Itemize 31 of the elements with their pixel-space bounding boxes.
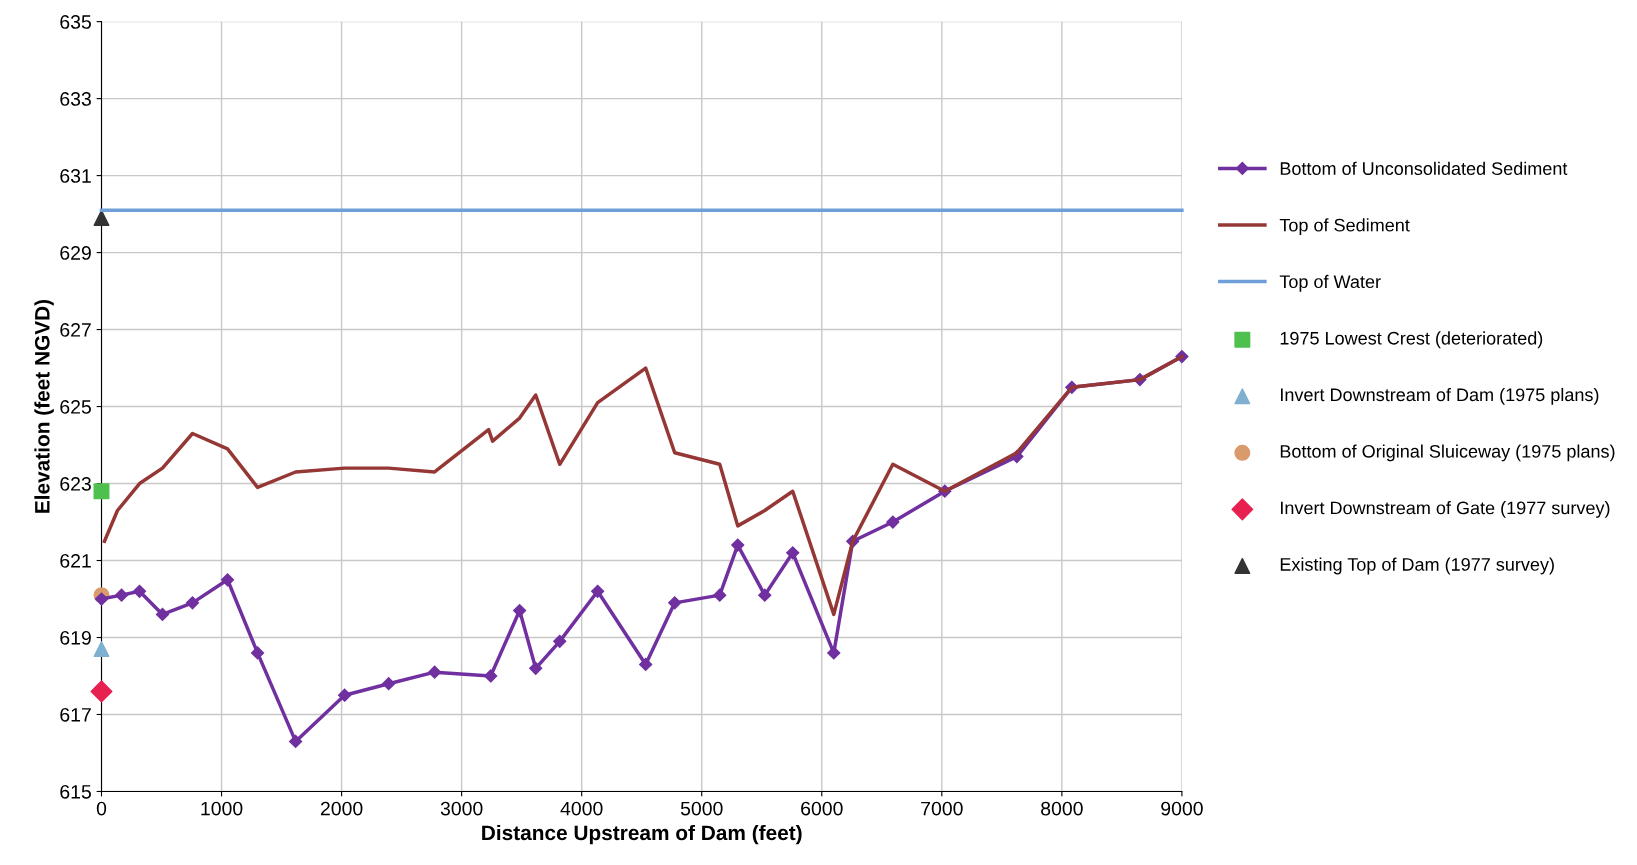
x-tick-label: 4000	[560, 801, 603, 816]
y-tick-label: 623	[60, 477, 91, 491]
legend-label: Top of Sediment	[1279, 218, 1410, 236]
y-tick-label: 625	[60, 400, 91, 414]
x-tick-label: 6000	[801, 801, 843, 816]
legend-label: Bottom of Original Sluiceway (1975 plans)	[1280, 444, 1615, 462]
y-tick-label: 621	[60, 553, 91, 568]
x-tick-label: 5000	[680, 801, 723, 816]
y-tick-label: 619	[60, 630, 91, 645]
y-tick-label: 617	[60, 707, 91, 722]
y-tick-label: 633	[60, 92, 91, 106]
y-tick-label: 631	[60, 169, 91, 183]
x-tick-label: 0	[96, 801, 107, 816]
y-axis-title: Elevation (feet NGVD)	[34, 299, 54, 513]
legend-label: Bottom of Unconsolidated Sediment	[1280, 161, 1568, 175]
x-tick-label: 9000	[1161, 801, 1203, 816]
legend-label: Top of Water	[1279, 274, 1381, 292]
x-axis-title: Distance Upstream of Dam (feet)	[482, 824, 802, 845]
legend-label: Existing Top of Dam (1977 survey)	[1280, 557, 1554, 575]
y-tick-label: 629	[60, 246, 91, 260]
x-tick-label: 8000	[1041, 801, 1083, 816]
x-tick-label: 3000	[440, 801, 483, 816]
x-tick-label: 1000	[201, 801, 243, 816]
y-tick-label: 627	[60, 323, 91, 337]
x-tick-label: 2000	[320, 801, 363, 816]
y-tick-label: 615	[60, 784, 91, 799]
legend-label: 1975 Lowest Crest (deteriorated)	[1280, 331, 1543, 349]
legend-label: Invert Downstream of Gate (1977 survey)	[1281, 501, 1610, 518]
x-tick-label: 7000	[921, 801, 963, 816]
y-tick-label: 635	[60, 15, 91, 29]
legend-label: Invert Downstream of Dam (1975 plans)	[1281, 387, 1599, 405]
